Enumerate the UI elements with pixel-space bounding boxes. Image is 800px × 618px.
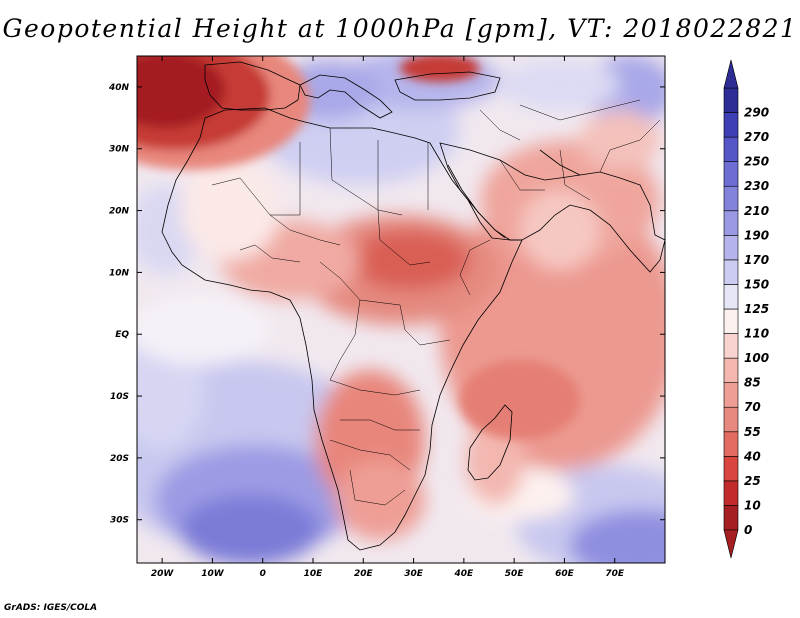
x-tick-label: 30E (404, 569, 424, 579)
x-tick-label: 20W (151, 569, 175, 579)
x-tick-label: 10E (304, 569, 324, 579)
y-tick-label: EQ (115, 330, 129, 340)
colorbar-label: 210 (744, 204, 769, 218)
colorbar-segment (723, 161, 739, 187)
colorbar-label: 170 (744, 253, 769, 267)
colorbar-segment (723, 308, 739, 334)
x-tick-label: 60E (555, 569, 575, 579)
redsea-outline (447, 164, 506, 239)
colorbar-segment (723, 357, 739, 383)
madagascar-coastline (467, 404, 513, 481)
colorbar-segment (723, 112, 739, 138)
persian-gulf (539, 149, 581, 176)
colorbar-label: 85 (744, 376, 761, 390)
y-axis: 40N 30N 20N 10N EQ 10S 20S 30S (108, 83, 665, 526)
africa-coastline (161, 107, 523, 551)
x-tick-label: 10W (201, 569, 225, 579)
borders (211, 99, 661, 506)
colorbar-label: 55 (744, 425, 761, 439)
colorbar-label: 110 (744, 327, 769, 341)
x-axis: 20W 10W 0 10E 20E 30E 40E 50E 60E 70E (151, 56, 625, 579)
y-tick-label: 10N (109, 268, 130, 278)
arabia-coastline (439, 142, 665, 273)
colorbar-label: 230 (744, 179, 769, 193)
y-tick-label: 20S (110, 454, 129, 464)
y-tick-label: 20N (109, 207, 130, 217)
coastlines (161, 61, 665, 551)
y-tick-label: 10S (110, 392, 129, 402)
colorbar-segment (723, 431, 739, 457)
colorbar-label: 40 (743, 449, 761, 463)
x-tick-label: 50E (505, 569, 525, 579)
colorbar-segment (723, 505, 739, 531)
colorbar-segment (723, 87, 739, 113)
colorbar-segment (723, 136, 739, 162)
colorbar-label: 125 (744, 302, 769, 316)
colorbar-segment (723, 480, 739, 506)
colorbar-label: 190 (744, 228, 769, 242)
colorbar-label: 150 (744, 277, 769, 291)
colorbar-bottom-arrow (723, 529, 739, 559)
colorbar: 0 10 25 40 55 70 85 100 110 125 150 170 190 210 230 250… (723, 59, 769, 559)
y-tick-label: 30N (109, 145, 130, 155)
colorbar-label: 100 (744, 351, 769, 365)
europe-coastline (299, 74, 393, 119)
map-frame (136, 55, 666, 564)
x-tick-label: 70E (605, 569, 625, 579)
turkey-coastline (394, 71, 501, 101)
colorbar-segment (723, 235, 739, 261)
chart-title: Geopotential Height at 1000hPa [gpm], VT… (2, 14, 798, 43)
colorbar-segment (723, 284, 739, 310)
y-tick-label: 40N (108, 83, 130, 93)
high-blobs (137, 56, 580, 440)
colorbar-label: 270 (744, 130, 769, 144)
colorbar-label: 70 (744, 400, 761, 414)
colorbar-label: 0 (744, 523, 752, 537)
iberia-coastline (204, 61, 301, 111)
colorbar-segment (723, 382, 739, 408)
colorbar-segment (723, 406, 739, 433)
colorbar-segment (723, 185, 739, 212)
x-tick-label: 0 (260, 569, 266, 579)
colorbar-segment (723, 259, 739, 285)
credit-text: GrADS: IGES/COLA (4, 603, 98, 613)
colorbar-label: 25 (744, 474, 761, 488)
colorbar-label: 290 (744, 106, 769, 120)
colorbar-segment (723, 333, 739, 359)
colorbar-top-arrow (723, 59, 739, 89)
colorbar-label: 250 (744, 155, 769, 169)
colorbar-segment (723, 210, 739, 236)
colorbar-segment (723, 456, 739, 482)
y-tick-label: 30S (110, 516, 129, 526)
x-tick-label: 40E (454, 569, 475, 579)
x-tick-label: 20E (354, 569, 374, 579)
colorbar-label: 10 (744, 498, 761, 512)
map-area (137, 56, 665, 563)
